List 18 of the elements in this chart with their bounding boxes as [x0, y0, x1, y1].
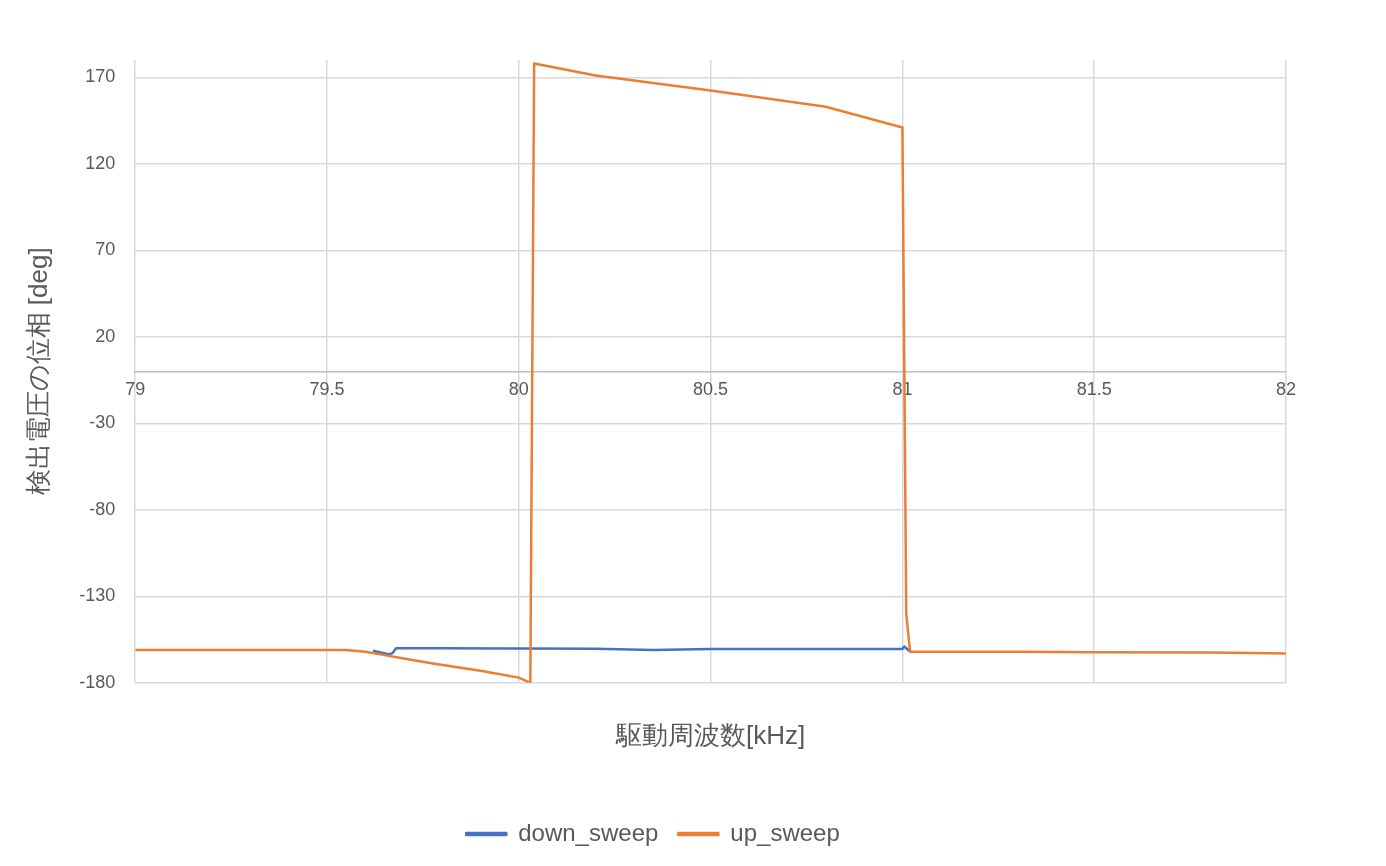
- y-tick-label: -80: [89, 498, 116, 519]
- y-tick-label: -180: [79, 671, 116, 692]
- x-tick-label: 80: [508, 379, 529, 400]
- x-tick-label: 79: [125, 379, 146, 400]
- y-tick-label: 170: [85, 66, 116, 87]
- y-axis-title: 検出電圧の位相 [deg]: [22, 247, 53, 496]
- x-axis-title: 駆動周波数[kHz]: [615, 719, 806, 750]
- x-tick-label: 82: [1275, 379, 1297, 400]
- x-tick-label: 80.5: [693, 379, 729, 400]
- y-tick-label: 70: [95, 239, 116, 260]
- y-tick-label: 120: [85, 152, 116, 173]
- legend-label: up_sweep: [730, 818, 840, 846]
- y-tick-label: -130: [79, 585, 116, 606]
- y-tick-label: -30: [89, 412, 116, 433]
- x-tick-label: 79.5: [309, 379, 345, 400]
- x-tick-label: 81.5: [1076, 379, 1112, 400]
- y-tick-label: 20: [95, 325, 116, 346]
- legend-label: down_sweep: [518, 818, 659, 846]
